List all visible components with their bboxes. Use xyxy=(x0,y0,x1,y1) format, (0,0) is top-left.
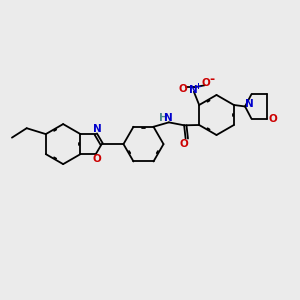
Text: O: O xyxy=(202,78,211,88)
Text: N: N xyxy=(245,99,254,109)
Text: N: N xyxy=(93,124,101,134)
Text: +: + xyxy=(194,82,201,91)
Text: -: - xyxy=(209,74,214,86)
Text: N: N xyxy=(164,112,173,123)
Text: N: N xyxy=(190,85,198,95)
Text: O: O xyxy=(93,154,101,164)
Text: O: O xyxy=(268,114,277,124)
Text: H: H xyxy=(159,112,168,123)
Text: O: O xyxy=(180,140,188,149)
Text: O: O xyxy=(178,84,187,94)
